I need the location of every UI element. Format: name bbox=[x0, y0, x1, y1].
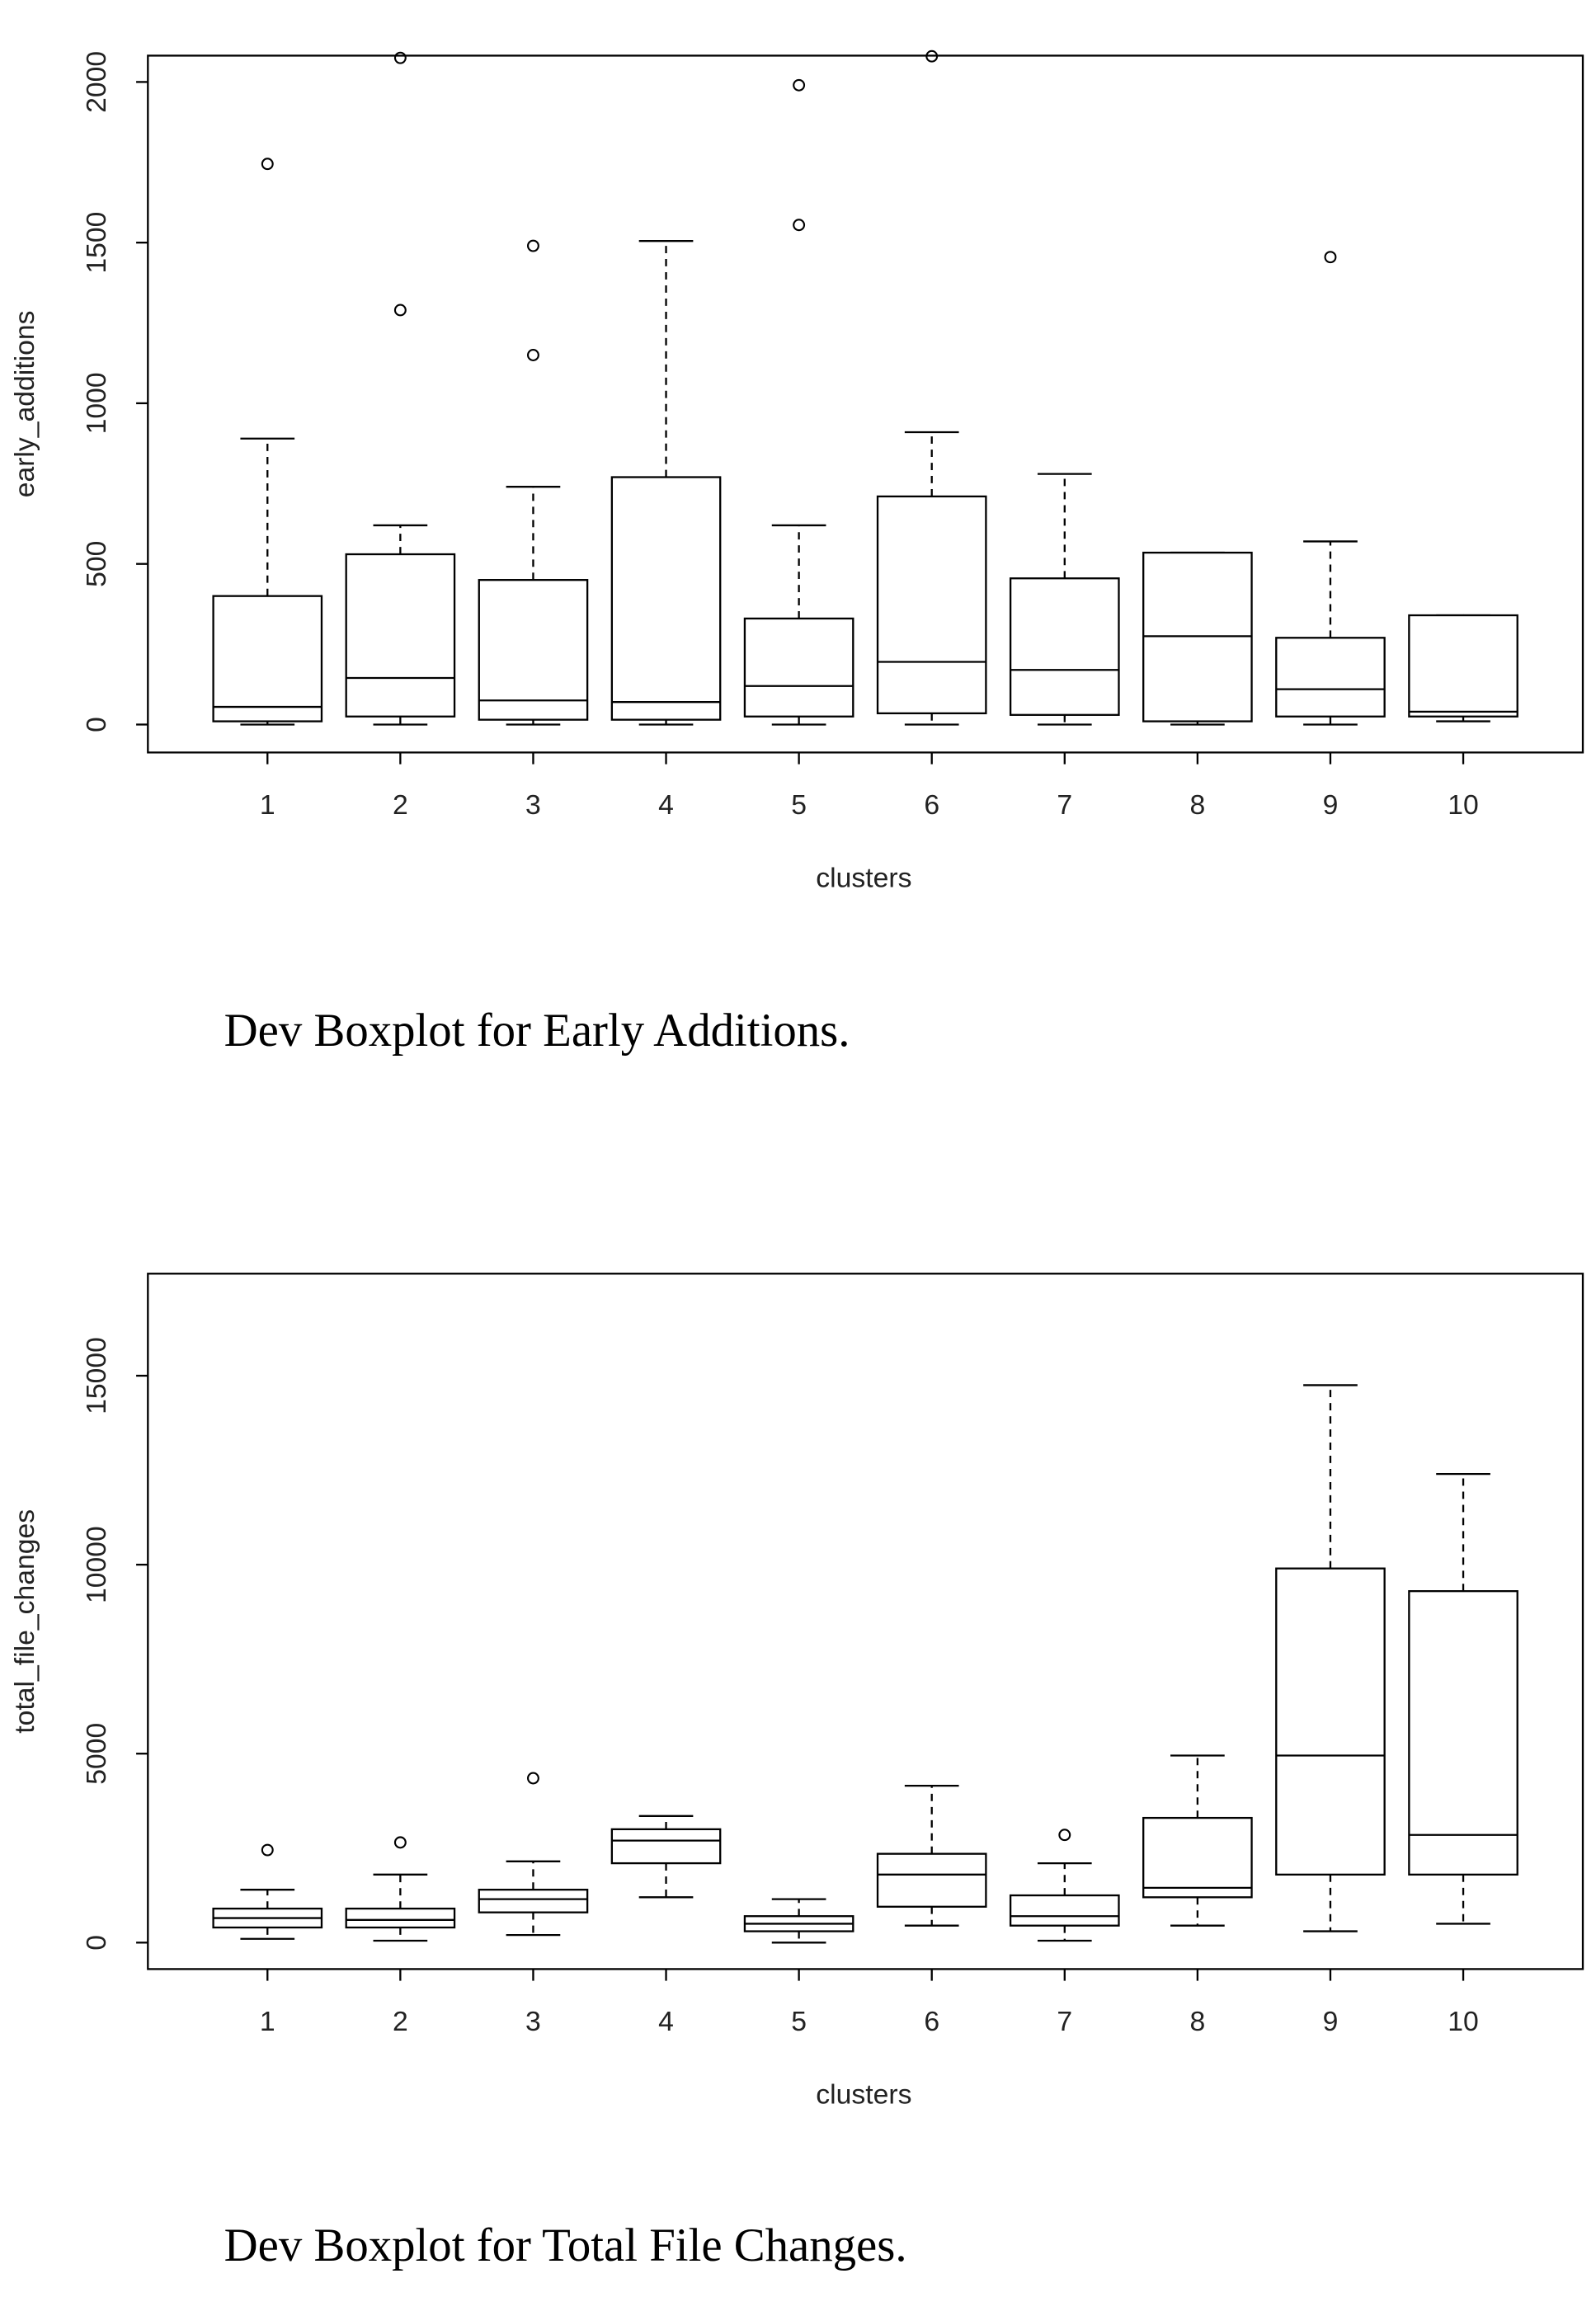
box bbox=[1009, 1894, 1120, 1927]
outlier bbox=[393, 51, 407, 64]
outlier bbox=[1058, 1829, 1071, 1842]
box bbox=[1275, 637, 1386, 718]
caption: Dev Boxplot for Early Additions. bbox=[224, 1005, 850, 1057]
box bbox=[345, 1907, 456, 1929]
x-tick-label: 8 bbox=[1189, 789, 1205, 821]
x-tick-label: 4 bbox=[658, 789, 674, 821]
y-tick-label: 500 bbox=[81, 541, 112, 587]
outlier bbox=[526, 1772, 539, 1785]
box bbox=[743, 617, 854, 718]
x-tick-label: 9 bbox=[1323, 789, 1339, 821]
outlier bbox=[526, 239, 539, 252]
outlier bbox=[526, 349, 539, 361]
box bbox=[478, 579, 589, 721]
x-tick-label: 6 bbox=[924, 2006, 939, 2037]
plot-frame bbox=[147, 54, 1584, 754]
x-tick-label: 2 bbox=[393, 2006, 408, 2037]
x-tick-label: 1 bbox=[260, 789, 275, 821]
outlier bbox=[393, 1836, 407, 1849]
y-tick-label: 15000 bbox=[81, 1337, 112, 1414]
x-tick-label: 5 bbox=[791, 2006, 807, 2037]
x-tick-label: 7 bbox=[1057, 2006, 1072, 2037]
x-tick-label: 6 bbox=[924, 789, 939, 821]
box bbox=[876, 1852, 987, 1908]
x-axis-label: clusters bbox=[816, 2079, 911, 2111]
outlier bbox=[1324, 251, 1337, 264]
plot-frame bbox=[147, 1273, 1584, 1970]
box bbox=[478, 1889, 589, 1913]
x-tick-label: 9 bbox=[1323, 2006, 1339, 2037]
outlier bbox=[261, 158, 274, 171]
outlier bbox=[793, 219, 806, 232]
box bbox=[1408, 614, 1518, 718]
caption: Dev Boxplot for Total File Changes. bbox=[224, 2219, 907, 2271]
outlier bbox=[261, 1843, 274, 1857]
y-tick-label: 10000 bbox=[81, 1526, 112, 1603]
x-tick-label: 3 bbox=[525, 2006, 541, 2037]
box bbox=[345, 553, 456, 718]
y-tick-label: 0 bbox=[81, 1935, 112, 1951]
box bbox=[212, 595, 323, 723]
x-tick-label: 7 bbox=[1057, 789, 1072, 821]
outlier bbox=[793, 78, 806, 92]
x-tick-label: 10 bbox=[1448, 2006, 1479, 2037]
y-tick-label: 0 bbox=[81, 717, 112, 732]
x-tick-label: 10 bbox=[1448, 789, 1479, 821]
y-axis-label: total_file_changes bbox=[9, 1509, 40, 1734]
y-tick-label: 2000 bbox=[81, 51, 112, 113]
box bbox=[876, 495, 987, 714]
y-tick-label: 5000 bbox=[81, 1723, 112, 1785]
box bbox=[1408, 1590, 1518, 1876]
x-axis-label: clusters bbox=[816, 863, 911, 894]
x-tick-label: 1 bbox=[260, 2006, 275, 2037]
box bbox=[1009, 577, 1120, 716]
y-tick-label: 1000 bbox=[81, 372, 112, 434]
box bbox=[610, 1828, 722, 1865]
x-tick-label: 3 bbox=[525, 789, 541, 821]
x-tick-label: 4 bbox=[658, 2006, 674, 2037]
x-tick-label: 8 bbox=[1189, 2006, 1205, 2037]
y-tick-label: 1500 bbox=[81, 212, 112, 274]
box bbox=[1142, 1816, 1253, 1899]
outlier bbox=[393, 304, 407, 317]
x-tick-label: 5 bbox=[791, 789, 807, 821]
y-axis-label: early_additions bbox=[9, 311, 40, 498]
x-tick-label: 2 bbox=[393, 789, 408, 821]
box bbox=[610, 476, 722, 721]
box bbox=[1275, 1567, 1386, 1876]
outlier bbox=[925, 49, 939, 63]
